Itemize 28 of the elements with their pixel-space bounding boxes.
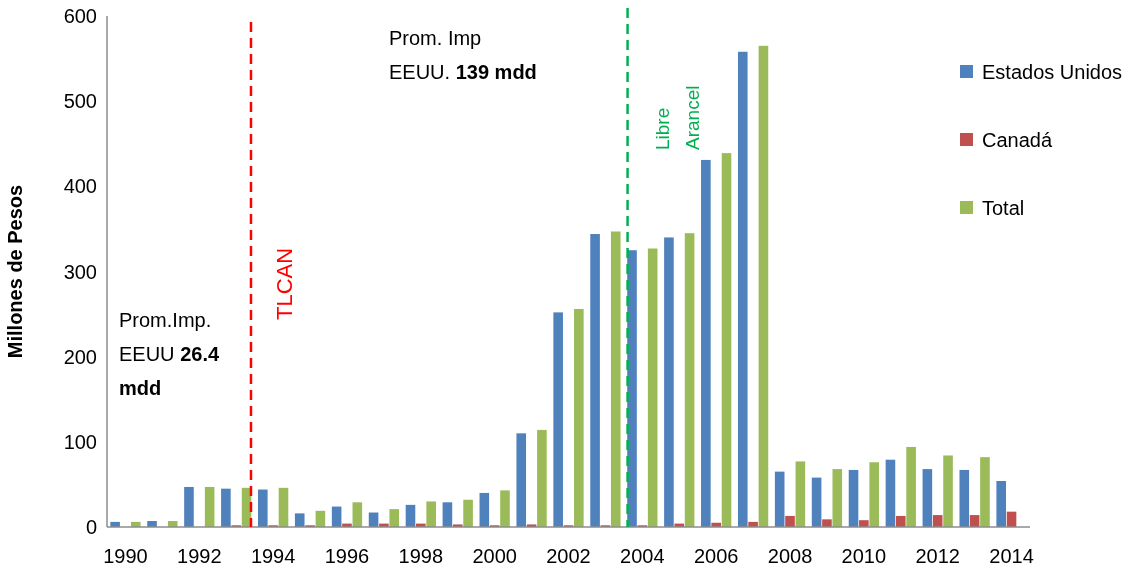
annotation: Prom. Imp EEUU. 139 mdd — [389, 27, 537, 83]
y-tick-label: 600 — [63, 5, 97, 27]
x-tick-label: 2008 — [767, 545, 813, 567]
x-tick-label: 1992 — [177, 545, 222, 567]
y-tick-label: 200 — [63, 345, 97, 368]
x-tick-label: 2006 — [693, 545, 739, 567]
y-tick-label: 500 — [63, 90, 97, 113]
ref-line-label: Libre Arancel — [651, 85, 703, 150]
x-tick-label: 1994 — [250, 545, 296, 567]
x-tick-label: 1996 — [324, 545, 370, 567]
y-tick-label: 100 — [63, 430, 97, 453]
ref-line-label: TLCAN — [271, 247, 297, 320]
x-tick-label: 2004 — [620, 545, 665, 567]
x-tick-label: 2012 — [915, 545, 960, 567]
x-tick-label: 2000 — [472, 545, 517, 567]
y-tick-label: 300 — [63, 260, 97, 283]
x-tick-label: 1998 — [398, 545, 444, 567]
y-axis-title: Millones de Pesos — [4, 184, 26, 359]
legend-label: Canadá — [982, 129, 1053, 151]
x-tick-label: 2002 — [546, 545, 591, 567]
x-tick-label: 2010 — [841, 545, 887, 567]
y-tick-label: 400 — [63, 175, 97, 198]
x-tick-label: 2014 — [989, 545, 1034, 567]
x-tick-label: 1990 — [103, 545, 148, 567]
legend-label: Estados Unidos — [982, 61, 1123, 83]
y-tick-label: 0 — [85, 516, 97, 538]
legend-label: Total — [982, 197, 1025, 219]
annotation: Prom.Imp. EEUU 26.4 mdd — [119, 309, 220, 399]
